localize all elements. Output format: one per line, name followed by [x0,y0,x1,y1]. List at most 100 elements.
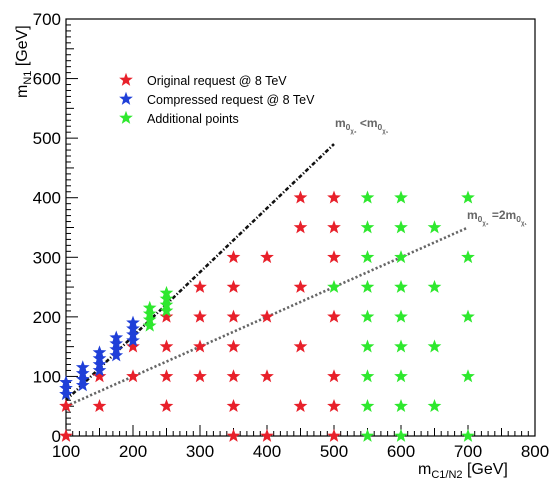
data-point-series-0 [59,399,73,413]
data-point-series-0 [59,428,73,442]
data-point-series-2 [159,297,174,311]
data-point-series-0 [293,399,308,413]
data-point-series-0 [159,339,174,353]
data-point-series-2 [461,309,475,323]
data-point-series-1 [75,366,90,380]
data-point-series-0 [260,369,274,383]
data-point-series-1 [109,330,124,344]
data-point-series-2 [159,291,174,305]
x-tick-label: 700 [454,442,482,461]
data-point-series-2 [327,279,341,293]
data-point-series-1 [92,357,107,371]
data-point-series-2 [394,339,408,353]
data-point-series-0 [159,399,174,413]
x-tick-label: 500 [320,442,348,461]
y-axis-title: mN1 [GeV] [14,25,34,98]
data-point-series-0 [92,399,107,413]
data-point-series-2 [394,309,408,323]
y-tick-label: 700 [33,10,61,29]
y-tick-label: 500 [33,129,61,148]
data-point-series-1 [59,375,73,389]
data-point-series-1 [75,378,90,392]
data-point-series-0 [193,279,207,293]
data-point-series-1 [75,360,90,374]
data-point-series-0 [327,428,341,442]
data-point-series-0 [159,309,174,323]
legend-label: Original request @ 8 TeV [147,74,287,88]
data-point-series-0 [92,369,107,383]
data-point-series-2 [360,428,375,442]
data-point-series-0 [159,369,174,383]
y-tick-label: 100 [33,367,61,386]
data-point-series-1 [59,387,73,401]
data-point-series-0 [260,250,274,264]
data-point-series-2 [360,309,375,323]
x-tick-label: 800 [521,442,549,461]
data-point-series-0 [327,250,341,264]
data-point-series-0 [226,369,241,383]
data-point-series-2 [394,428,408,442]
data-point-series-1 [126,333,140,347]
y-tick-label: 300 [33,248,61,267]
data-point-series-1 [109,336,124,350]
data-point-series-1 [109,348,124,362]
guide-lines: m0χ₂ <m0χ₁ m0χ₂ =2m0χ₁ [65,116,527,408]
data-point-series-1 [59,381,73,395]
data-point-series-1 [126,321,140,335]
legend-label: Compressed request @ 8 TeV [147,93,315,107]
guide-label-diag: m0χ₂ <m0χ₁ [335,116,389,135]
data-point-series-2 [360,369,375,383]
data-point-series-0 [193,309,207,323]
x-tick-label: 100 [52,442,80,461]
data-point-series-2 [461,190,475,204]
x-axis-title: mC1/N2 [GeV] [418,461,508,481]
legend-marker [119,91,133,105]
data-point-series-0 [327,309,341,323]
data-point-series-2 [461,369,475,383]
x-tick-label: 300 [186,442,214,461]
data-point-series-2 [360,220,375,234]
data-point-series-2 [360,279,375,293]
data-point-series-1 [92,351,107,365]
y-tick-label: 600 [33,70,61,89]
data-point-series-2 [360,190,375,204]
legend-marker [119,72,133,86]
data-point-series-2 [360,399,375,413]
data-point-series-0 [226,399,241,413]
data-point-series-2 [159,303,174,317]
x-tick-label: 400 [253,442,281,461]
data-point-series-1 [109,342,124,356]
data-point-series-0 [226,428,241,442]
data-point-series-2 [427,279,442,293]
data-point-series-2 [394,190,408,204]
data-point-series-2 [427,399,442,413]
data-point-series-0 [293,339,308,353]
data-point-series-1 [126,327,140,341]
guide-line-diag [65,143,335,402]
data-point-series-2 [427,339,442,353]
data-point-series-2 [360,339,375,353]
data-point-series-0 [126,339,140,353]
data-point-series-0 [327,190,341,204]
data-point-series-0 [327,369,341,383]
data-point-series-1 [126,315,140,329]
legend-label: Additional points [147,112,239,126]
data-point-series-0 [126,369,140,383]
data-point-series-0 [226,309,241,323]
data-point-series-0 [327,399,341,413]
x-tick-label: 200 [119,442,147,461]
data-point-series-2 [394,250,408,264]
data-point-series-2 [461,428,475,442]
data-point-series-2 [142,312,157,326]
data-point-series-0 [193,369,207,383]
data-point-series-0 [293,190,308,204]
data-point-series-0 [260,309,274,323]
data-point-series-2 [142,318,157,332]
y-tick-label: 0 [52,427,61,446]
axis-ticks: 100 200 300 400 500 600 700 8000100200300400500… [33,10,550,461]
data-point-series-0 [293,279,308,293]
data-point-series-2 [427,220,442,234]
data-point-series-0 [327,220,341,234]
data-point-series-0 [226,279,241,293]
